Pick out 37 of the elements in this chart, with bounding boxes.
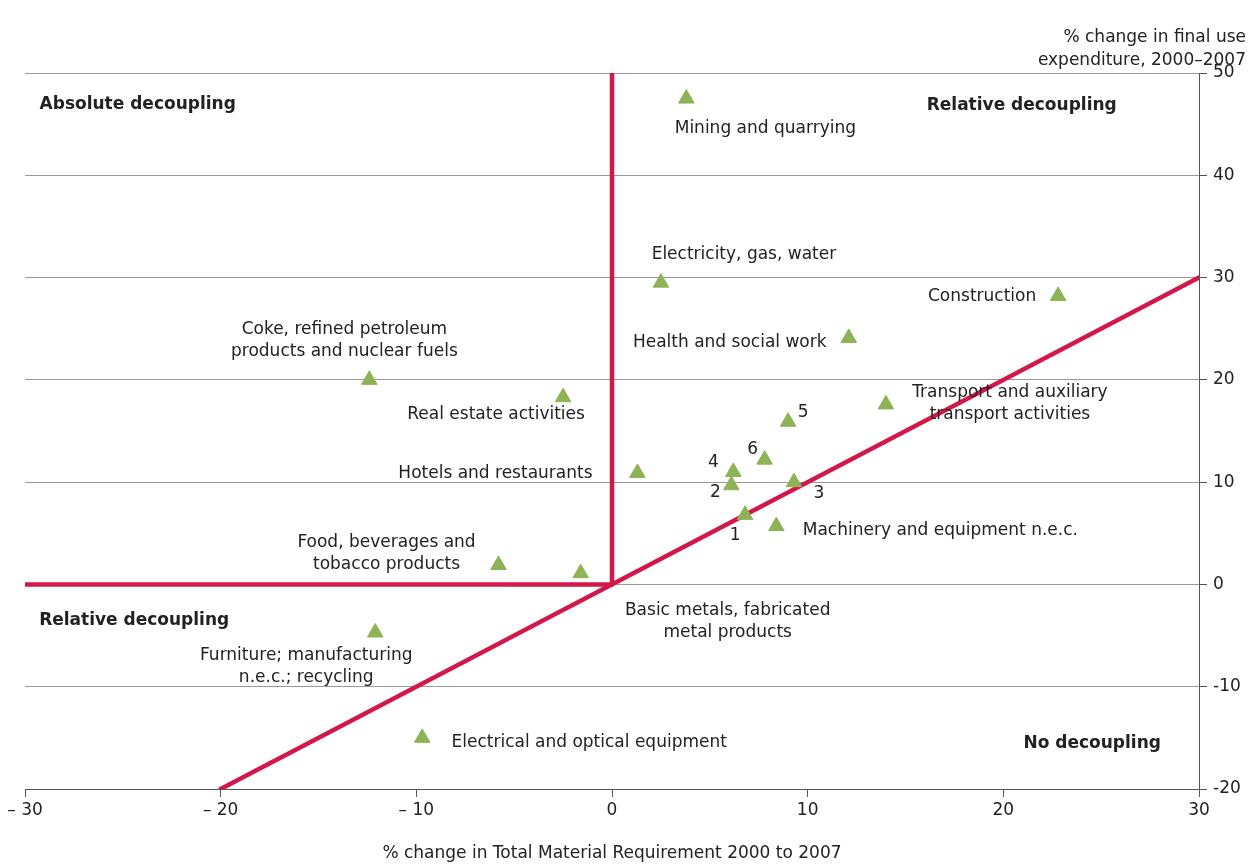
- annotation: Coke, refined petroleum products and nuclear fuels: [231, 318, 458, 361]
- x-tick-label: 30: [1188, 798, 1210, 819]
- y-tick-label: 10: [1213, 470, 1235, 491]
- annotation: 5: [797, 401, 809, 422]
- y-tick-label: -20: [1213, 777, 1241, 798]
- x-tick-label: – 10: [398, 798, 435, 819]
- x-tick-label: 0: [606, 798, 618, 819]
- annotation: Relative decoupling: [39, 609, 230, 630]
- x-axis-title: % change in Total Material Requirement 2000 to 2007: [382, 842, 842, 863]
- x-tick-label: 20: [992, 798, 1015, 819]
- annotation: Relative decoupling: [926, 93, 1117, 114]
- annotation: Furniture; manufacturing n.e.c.; recycling: [200, 643, 413, 686]
- annotation: Mining and quarrying: [674, 116, 856, 137]
- annotation: Electricity, gas, water: [651, 243, 837, 264]
- y-tick-label: -10: [1213, 675, 1241, 696]
- annotation: 6: [747, 438, 759, 459]
- x-tick-label: – 20: [202, 798, 239, 819]
- annotation: 2: [709, 480, 721, 501]
- annotation: No decoupling: [1023, 731, 1161, 752]
- annotation: 1: [729, 524, 741, 545]
- annotation: Construction: [927, 285, 1037, 306]
- annotation: Machinery and equipment n.e.c.: [802, 518, 1078, 539]
- x-tick-label: – 30: [7, 798, 43, 819]
- annotation: 3: [813, 481, 825, 502]
- annotation: Basic metals, fabricated metal products: [624, 598, 831, 641]
- annotation: Real estate activities: [407, 402, 586, 423]
- annotation: Hotels and restaurants: [398, 462, 593, 483]
- y-tick-label: 30: [1213, 265, 1235, 286]
- y-tick-label: 20: [1213, 368, 1235, 389]
- y-tick-label: 0: [1213, 572, 1224, 593]
- annotation: Health and social work: [632, 331, 827, 352]
- annotation: 4: [707, 451, 719, 472]
- x-tick-label: 10: [796, 798, 819, 819]
- y-tick-label: 40: [1213, 163, 1235, 184]
- annotation: Absolute decoupling: [39, 92, 236, 113]
- annotation: Food, beverages and tobacco products: [297, 531, 476, 574]
- annotation: Electrical and optical equipment: [451, 731, 728, 752]
